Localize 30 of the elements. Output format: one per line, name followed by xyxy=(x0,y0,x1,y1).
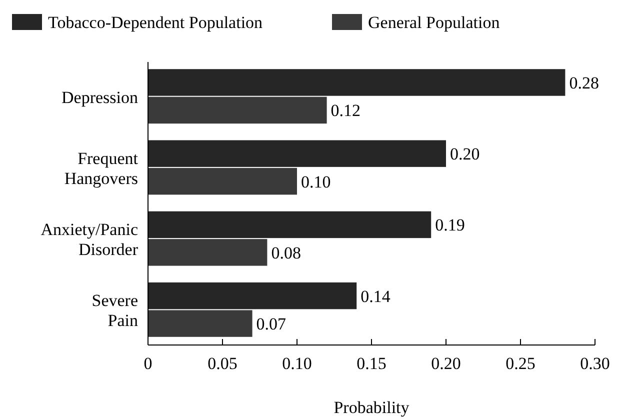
x-tick-label: 0.30 xyxy=(580,354,610,373)
data-label: 0.20 xyxy=(450,144,480,164)
data-label: 0.08 xyxy=(271,243,301,262)
data-label: 0.10 xyxy=(301,172,331,192)
y-tick-label: Frequent Hangovers xyxy=(64,148,138,188)
x-tick-label: 0.20 xyxy=(431,354,461,373)
x-tick-label: 0.15 xyxy=(356,354,386,373)
y-tick-label: Severe Pain xyxy=(92,291,138,330)
bar xyxy=(148,69,566,96)
x-tick-label: 0.05 xyxy=(208,354,238,373)
bar xyxy=(148,310,252,337)
y-tick-label: Depression xyxy=(62,88,138,107)
legend-label: Tobacco-Dependent Population xyxy=(48,13,264,32)
bar xyxy=(148,211,432,238)
x-tick-label: 0.25 xyxy=(506,354,536,373)
data-label: 0.07 xyxy=(256,314,287,334)
y-tick-label: Anxiety/Panic Disorder xyxy=(40,220,138,260)
x-tick-label: 0 xyxy=(144,354,152,373)
bar xyxy=(148,282,357,310)
x-tick-label: 0.10 xyxy=(282,354,312,373)
legend-label: General Population xyxy=(368,13,500,32)
x-axis-title: Probability xyxy=(334,398,410,417)
data-label: 0.14 xyxy=(360,286,391,306)
bar xyxy=(148,140,446,167)
bar xyxy=(148,96,327,124)
data-label: 0.12 xyxy=(330,101,361,120)
bar xyxy=(148,239,268,266)
bar xyxy=(148,168,297,195)
data-label: 0.19 xyxy=(435,216,465,235)
data-label: 0.28 xyxy=(569,73,599,92)
